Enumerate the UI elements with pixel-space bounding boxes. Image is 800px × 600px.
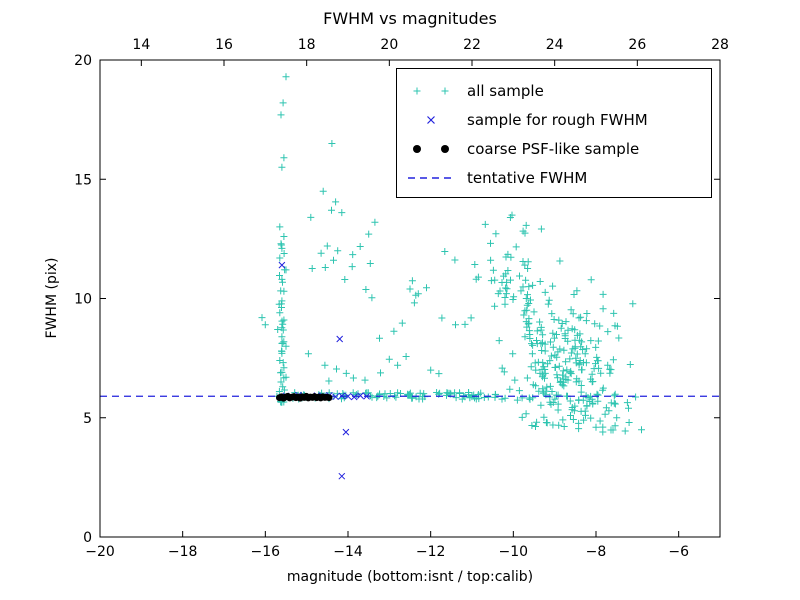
y-tick-label: 15 — [74, 172, 92, 188]
top-x-tick-label: 16 — [215, 37, 233, 53]
dashed-line-icon — [405, 170, 457, 186]
x-tick-label: −8 — [586, 544, 607, 560]
x-marker-icon — [405, 112, 457, 128]
y-tick-label: 10 — [74, 292, 92, 308]
top-x-tick-label: 22 — [463, 37, 481, 53]
legend-item-tentative-fwhm: tentative FWHM — [405, 163, 707, 192]
legend-label: coarse PSF-like sample — [467, 139, 640, 158]
legend-label: sample for rough FWHM — [467, 110, 648, 129]
x-tick-label: −18 — [168, 544, 198, 560]
x-tick-label: −14 — [333, 544, 363, 560]
series-points-1 — [278, 261, 370, 480]
x-tick-label: −12 — [416, 544, 446, 560]
x-tick-label: −16 — [251, 544, 281, 560]
legend-label: tentative FWHM — [467, 168, 588, 187]
top-x-tick-label: 20 — [380, 37, 398, 53]
plot-frame — [99, 59, 721, 538]
plot-area — [100, 73, 720, 480]
top-x-tick-label: 26 — [628, 37, 646, 53]
y-axis-label: FWHM (pix) — [44, 258, 60, 339]
legend-item-psf-sample: coarse PSF-like sample — [405, 134, 707, 163]
legend: all sample sample for rough FWHM coarse … — [396, 68, 712, 198]
x-tick-label: −6 — [668, 544, 689, 560]
top-x-tick-label: 28 — [711, 37, 729, 53]
y-tick-label: 0 — [83, 530, 92, 546]
top-x-tick-label: 24 — [546, 37, 564, 53]
legend-label: all sample — [467, 81, 544, 100]
x-tick-label: −20 — [85, 544, 115, 560]
top-x-tick-label: 18 — [298, 37, 316, 53]
dot-marker-icon — [405, 141, 457, 157]
x-axis-label: magnitude (bottom:isnt / top:calib) — [287, 569, 533, 585]
top-x-tick-label: 14 — [132, 37, 150, 53]
y-tick-label: 5 — [83, 411, 92, 427]
legend-item-rough-fwhm: sample for rough FWHM — [405, 105, 707, 134]
x-tick-label: −10 — [499, 544, 529, 560]
y-tick-label: 20 — [74, 53, 92, 69]
series-points-2 — [276, 392, 333, 402]
chart-title: FWHM vs magnitudes — [323, 9, 497, 28]
plus-marker-icon — [405, 83, 457, 99]
legend-item-all-sample: all sample — [405, 76, 707, 105]
